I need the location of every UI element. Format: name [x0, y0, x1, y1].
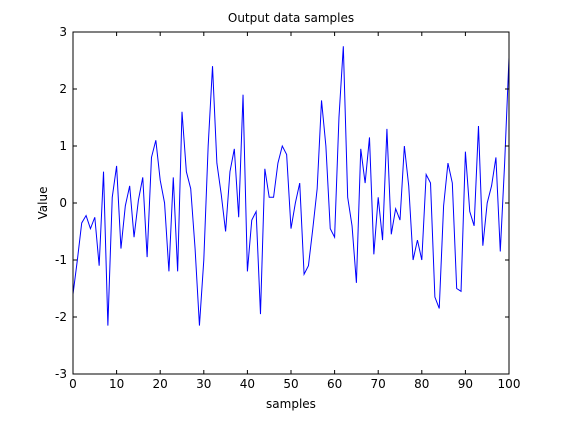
y-tick-label: -1 — [55, 253, 67, 267]
x-axis-label: samples — [266, 397, 316, 411]
x-tick-label: 70 — [371, 377, 386, 391]
y-tick-label: 3 — [59, 25, 67, 39]
x-tick-label: 90 — [458, 377, 473, 391]
chart-title: Output data samples — [228, 11, 354, 25]
y-tick-label: 2 — [59, 82, 67, 96]
plot-area — [73, 32, 509, 374]
x-tick-label: 10 — [109, 377, 124, 391]
x-tick-label: 20 — [153, 377, 168, 391]
x-tick-label: 100 — [498, 377, 521, 391]
y-axis-label: Value — [36, 187, 50, 220]
series-line — [72, 46, 510, 326]
y-tick-label: -2 — [55, 310, 67, 324]
y-tick-label: 0 — [59, 196, 67, 210]
x-tick-label: 40 — [240, 377, 255, 391]
x-tick-label: 0 — [69, 377, 77, 391]
x-tick-label: 80 — [414, 377, 429, 391]
x-tick-label: 50 — [283, 377, 298, 391]
y-tick-label: 1 — [59, 139, 67, 153]
x-tick-label: 60 — [327, 377, 342, 391]
y-tick-label: -3 — [55, 367, 67, 381]
x-tick-label: 30 — [196, 377, 211, 391]
